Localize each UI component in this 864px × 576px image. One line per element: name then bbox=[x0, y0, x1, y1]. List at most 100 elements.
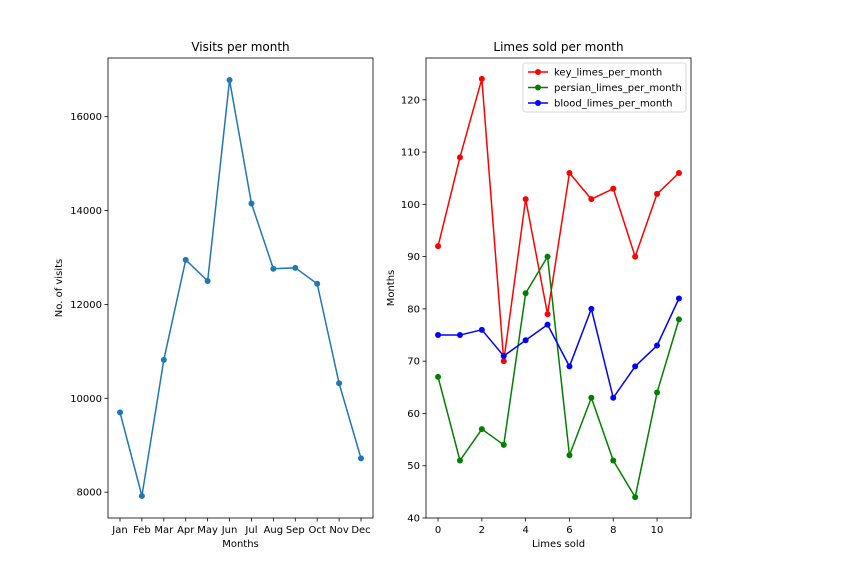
limes-legend-item-blood: blood_limes_per_month bbox=[528, 99, 672, 110]
limes-legend-label: key_limes_per_month bbox=[554, 68, 662, 79]
limes-series-blood bbox=[435, 295, 682, 401]
visits-y-tick-label: 14000 bbox=[70, 206, 102, 217]
visits-x-tick-label: Dec bbox=[351, 525, 370, 536]
limes-data-point bbox=[478, 326, 485, 333]
visits-x-tick-label: Jun bbox=[221, 525, 238, 536]
limes-x-tick-label: 0 bbox=[435, 525, 441, 536]
visits-y-tick-label: 10000 bbox=[70, 394, 102, 405]
limes-data-point bbox=[478, 426, 485, 433]
limes-data-point bbox=[632, 253, 639, 260]
visits-x-ticks: Jan Feb Mar Apr May Jun Jul Aug Sep Oct Nov Dec bbox=[111, 518, 371, 536]
limes-series-line-blood bbox=[438, 298, 680, 400]
visits-data-point bbox=[138, 492, 145, 499]
visits-y-tick-label: 16000 bbox=[70, 112, 102, 123]
visits-data-point bbox=[160, 356, 167, 363]
visits-data-point bbox=[248, 200, 255, 207]
limes-legend-label: blood_limes_per_month bbox=[554, 99, 672, 110]
limes-data-point bbox=[522, 337, 529, 344]
limes-data-point bbox=[588, 305, 595, 312]
limes-data-point bbox=[435, 373, 442, 380]
limes-legend-item-persian: persian_limes_per_month bbox=[528, 83, 682, 94]
visits-data-point bbox=[204, 277, 211, 284]
limes-data-point bbox=[500, 352, 507, 359]
limes-data-point bbox=[544, 321, 551, 328]
limes-data-point bbox=[675, 170, 682, 176]
visits-x-tick-label: Apr bbox=[177, 525, 195, 536]
limes-data-point bbox=[610, 457, 617, 464]
limes-data-point bbox=[588, 196, 595, 203]
visits-x-tick-label: Mar bbox=[154, 525, 174, 536]
limes-data-point bbox=[610, 394, 617, 401]
limes-data-point bbox=[675, 316, 682, 323]
limes-series-persian bbox=[435, 253, 682, 501]
limes-data-point bbox=[544, 253, 551, 260]
limes-x-tick-label: 2 bbox=[479, 525, 485, 536]
visits-data-point bbox=[182, 256, 189, 263]
limes-data-point bbox=[654, 342, 661, 349]
limes-y-tick-label: 90 bbox=[407, 252, 420, 263]
limes-data-point bbox=[610, 185, 617, 192]
limes-data-point bbox=[654, 190, 661, 197]
visits-data-point bbox=[226, 77, 233, 84]
limes-legend-item-key: key_limes_per_month bbox=[528, 68, 662, 79]
limes-data-point bbox=[435, 332, 442, 339]
visits-data-point bbox=[336, 380, 343, 387]
limes-y-tick-label: 80 bbox=[407, 304, 420, 315]
visits-y-tick-label: 12000 bbox=[70, 300, 102, 311]
visits-x-tick-label: Oct bbox=[309, 525, 326, 536]
visits-x-tick-label: Aug bbox=[264, 525, 284, 536]
limes-data-point bbox=[478, 75, 485, 82]
visits-x-tick-label: Sep bbox=[286, 525, 305, 536]
limes-y-axis-label: Months bbox=[386, 270, 397, 307]
visits-x-tick-label: Nov bbox=[329, 525, 349, 536]
visits-x-tick-label: Jul bbox=[244, 525, 257, 536]
visits-data-point bbox=[270, 265, 277, 272]
limes-data-point bbox=[566, 170, 573, 176]
visits-x-tick-label: Jan bbox=[111, 525, 127, 536]
limes-data-point bbox=[522, 290, 529, 297]
limes-y-ticks: 40 50 60 70 80 90 100 110 120 bbox=[401, 95, 426, 525]
limes-data-point bbox=[632, 494, 639, 501]
visits-series-points bbox=[117, 77, 364, 499]
limes-legend-swatch-marker bbox=[535, 84, 541, 91]
limes-data-point bbox=[566, 452, 573, 459]
limes-x-tick-label: 4 bbox=[522, 525, 528, 536]
limes-data-point bbox=[435, 243, 442, 250]
visits-y-tick-label: 8000 bbox=[77, 488, 102, 499]
limes-data-point bbox=[456, 154, 463, 161]
limes-y-tick-label: 70 bbox=[407, 357, 420, 368]
limes-y-tick-label: 100 bbox=[401, 200, 420, 211]
limes-data-point bbox=[544, 311, 551, 318]
limes-chart: Limes sold per month 4050607080901001101… bbox=[386, 40, 692, 550]
limes-series-line-persian bbox=[437, 254, 680, 500]
limes-y-tick-label: 40 bbox=[407, 514, 420, 525]
limes-y-tick-label: 120 bbox=[401, 95, 420, 106]
limes-series bbox=[435, 75, 682, 501]
limes-series-line-key bbox=[437, 78, 680, 362]
limes-y-tick-label: 110 bbox=[401, 148, 420, 159]
visits-x-axis-label: Months bbox=[222, 539, 259, 550]
limes-data-point bbox=[456, 332, 463, 339]
limes-y-tick-label: 50 bbox=[407, 461, 420, 472]
limes-plot-frame bbox=[425, 57, 692, 519]
limes-chart-title: Limes sold per month bbox=[493, 40, 623, 54]
limes-legend: key_limes_per_month persian_limes_per_mon… bbox=[522, 62, 687, 113]
visits-chart-title: Visits per month bbox=[191, 40, 289, 54]
visits-y-ticks: 8000 10000 12000 14000 16000 bbox=[70, 112, 108, 499]
visits-x-tick-label: May bbox=[197, 525, 218, 536]
limes-x-tick-label: 6 bbox=[566, 525, 572, 536]
visits-data-point bbox=[358, 455, 364, 462]
limes-data-point bbox=[588, 394, 595, 401]
visits-data-point bbox=[314, 280, 321, 287]
visits-data-point bbox=[117, 409, 123, 416]
limes-data-point bbox=[500, 441, 507, 448]
limes-series-key bbox=[435, 75, 682, 365]
visits-data-point bbox=[292, 264, 299, 271]
limes-legend-swatch-marker bbox=[535, 100, 541, 106]
limes-legend-box bbox=[522, 62, 687, 113]
limes-data-point bbox=[566, 363, 573, 370]
limes-data-point bbox=[522, 196, 529, 203]
limes-legend-label: persian_limes_per_month bbox=[554, 83, 682, 94]
limes-x-tick-label: 8 bbox=[610, 525, 616, 536]
